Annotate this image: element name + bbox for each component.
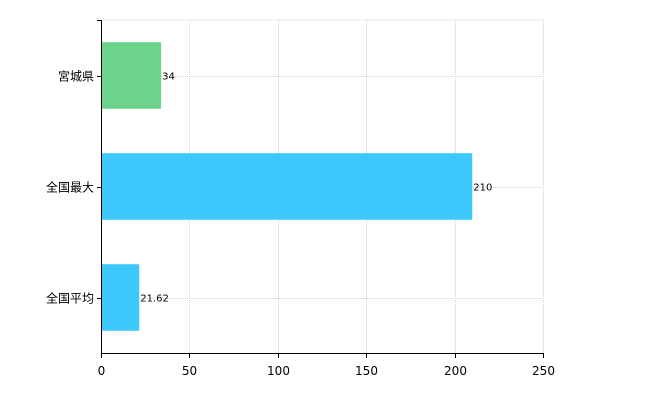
x-tick-label-150: 150 [355,364,378,378]
x-tick-label-200: 200 [444,364,467,378]
bar-1 [101,153,473,220]
x-tick-label-100: 100 [267,364,290,378]
data-label-2: 21.62 [140,294,169,305]
y-tick-label-0: 宮城県 [58,69,94,84]
y-tick-label-1: 全国最大 [46,180,94,195]
y-tick-label-2: 全国平均 [46,291,94,306]
x-tick-label-0: 0 [98,364,106,378]
bar-0 [101,42,162,109]
data-label-0: 34 [162,72,175,83]
x-tick-label-250: 250 [532,364,555,378]
x-tick-label-50: 50 [182,364,197,378]
bar-2 [101,264,140,331]
data-label-1: 210 [473,183,492,194]
